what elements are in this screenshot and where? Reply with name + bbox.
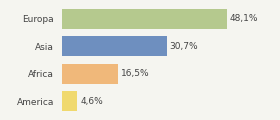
Text: 30,7%: 30,7% [170,42,198,51]
Bar [62,36,167,56]
Bar [62,9,227,29]
Text: 16,5%: 16,5% [121,69,150,78]
Text: 4,6%: 4,6% [80,97,103,106]
Text: 48,1%: 48,1% [229,14,258,23]
Bar [62,64,118,84]
Bar [62,91,77,111]
